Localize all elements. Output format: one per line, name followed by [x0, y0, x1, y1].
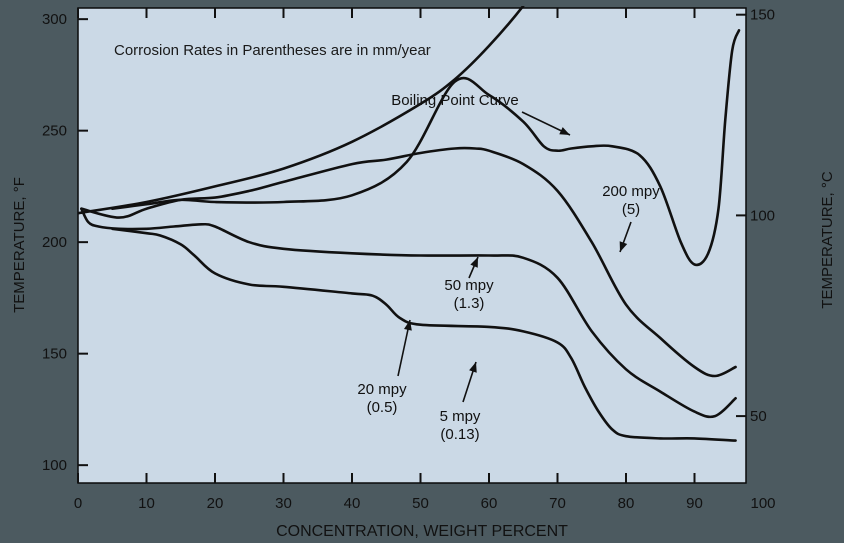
- y-tick-label-right: 50: [750, 408, 767, 425]
- y-tick-label-left: 200: [42, 234, 67, 251]
- y-tick-label-left: 150: [42, 346, 67, 363]
- arrow-200-mpy-head: [619, 241, 628, 252]
- series-line-4: [80, 207, 737, 419]
- arrow-boiling-point-head: [559, 127, 570, 135]
- label-200-mpy: 200 mpy: [602, 183, 660, 200]
- x-tick-label: 90: [686, 495, 703, 512]
- y-tick-label-right: 100: [750, 207, 775, 224]
- x-tick-label: 10: [138, 495, 155, 512]
- x-tick-label: 0: [74, 495, 82, 512]
- x-axis: 0 10 20 30 40 50 60 70 80 90 100: [74, 8, 776, 512]
- annotations: Boiling Point Curve 200 mpy(5) 50 mpy(1.3)…: [357, 92, 660, 443]
- x-tick-label: 20: [207, 495, 224, 512]
- y-tick-label-left: 100: [42, 457, 67, 474]
- plot-background: [77, 7, 747, 484]
- label-50-mpy: 50 mpy: [444, 277, 494, 294]
- y-axis-left: 100 150 200 250 300: [42, 11, 88, 474]
- series-line-1: [78, 6, 525, 215]
- x-tick-label: 60: [481, 495, 498, 512]
- label-20-mpy: (0.5): [367, 399, 398, 416]
- label-50-mpy: (1.3): [454, 295, 485, 312]
- label-20-mpy: 20 mpy: [357, 381, 407, 398]
- series-line-5: [111, 227, 737, 442]
- y-tick-label-left: 300: [42, 11, 67, 28]
- x-tick-label: 30: [275, 495, 292, 512]
- y-tick-label-left: 250: [42, 123, 67, 140]
- y-axis-title-right: TEMPERATURE, °C: [819, 171, 836, 309]
- x-axis-title: CONCENTRATION, WEIGHT PERCENT: [276, 523, 568, 540]
- label-5-mpy: 5 mpy: [440, 408, 481, 425]
- label-200-mpy: (5): [622, 201, 640, 218]
- series-line-3: [80, 146, 737, 378]
- corrosion-note: Corrosion Rates in Parentheses are in mm…: [114, 42, 431, 59]
- arrow-5-mpy-head: [469, 362, 477, 373]
- x-tick-label: 50: [412, 495, 429, 512]
- arrow-50-mpy-head: [470, 257, 478, 268]
- x-tick-label: 70: [549, 495, 566, 512]
- y-axis-right: 50100150200: [736, 7, 775, 425]
- label-boiling-point: Boiling Point Curve: [391, 92, 519, 109]
- y-tick-label-right: 150: [750, 7, 775, 24]
- series-lines: [78, 6, 741, 442]
- series-line-2: [111, 29, 741, 267]
- x-tick-label: 100: [750, 495, 775, 512]
- plot-area: [77, 7, 747, 484]
- label-5-mpy: (0.13): [440, 426, 479, 443]
- x-tick-label: 80: [618, 495, 635, 512]
- arrow-20-mpy-head: [403, 320, 412, 331]
- x-tick-label: 40: [344, 495, 361, 512]
- y-axis-title-left: TEMPERATURE, °F: [11, 177, 28, 313]
